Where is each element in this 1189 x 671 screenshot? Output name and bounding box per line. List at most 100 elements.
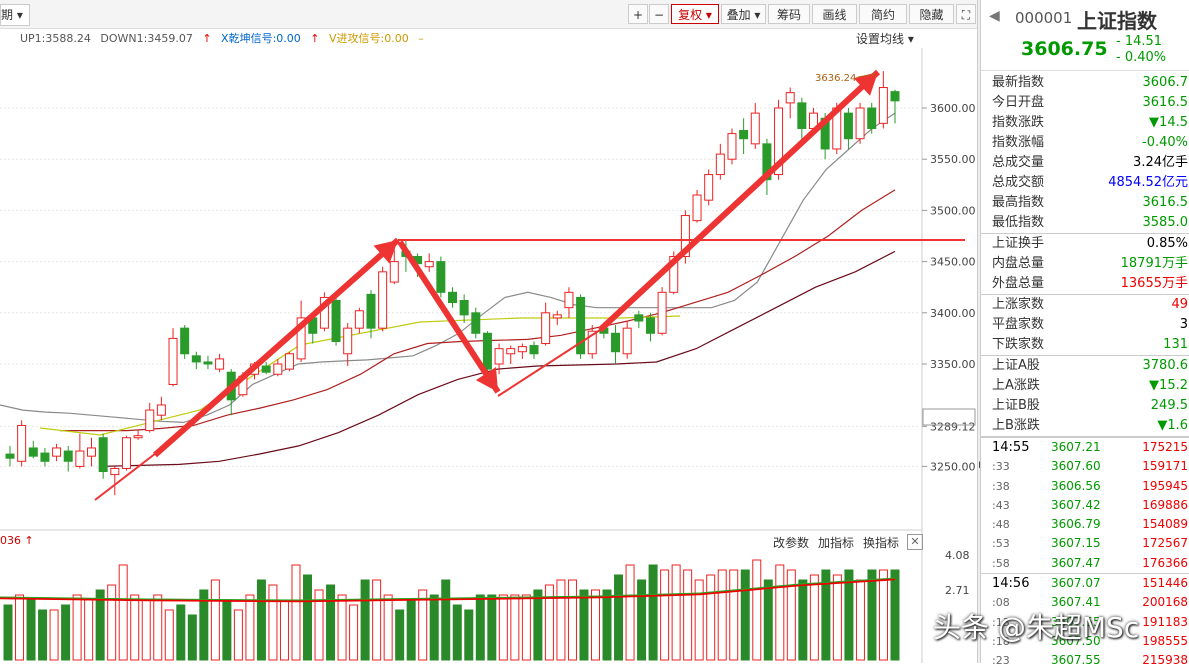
tick-time: :08 (992, 596, 1010, 610)
stat-value: 49 (1171, 297, 1188, 312)
volume-bar (533, 589, 543, 661)
stat-value: -0.40% (1142, 135, 1188, 150)
candle-body (156, 404, 166, 416)
candle-body (634, 314, 644, 322)
tick-price: 3607.47 (1051, 555, 1101, 570)
volume-bar (694, 579, 704, 661)
draw-line-button[interactable]: 画线 (812, 4, 857, 24)
dash-icon: – (418, 32, 424, 45)
candle-body (203, 361, 213, 365)
candle-body (273, 363, 283, 375)
volume-bar (521, 594, 531, 661)
axis-tick-label: 3500.00 (930, 204, 976, 217)
period-selector[interactable]: 期 ▾ (0, 4, 30, 26)
candle-body (855, 107, 865, 140)
zoom-out-button[interactable]: − (649, 4, 669, 24)
kline-chart[interactable]: 3600.00 3550.00 3500.00 3450.00 3400.00 3350.… (0, 48, 978, 663)
arrow-shaft (397, 240, 501, 394)
candle (867, 102, 877, 134)
candle-body (715, 153, 725, 176)
candle (424, 253, 434, 272)
candle-body (168, 337, 178, 385)
candle (284, 351, 294, 372)
volume-bar (579, 589, 589, 661)
ma-settings-button[interactable]: 设置均线 ▾ (856, 32, 914, 46)
volume-bar (544, 584, 554, 661)
stat-value: ▼14.5 (1149, 115, 1188, 130)
stat-label: 上B涨跌 (992, 418, 1040, 433)
expand-icon[interactable]: ⛶ (956, 4, 976, 24)
candle (552, 310, 562, 326)
overlay-button[interactable]: 叠加 ▾ (721, 4, 766, 24)
stat-value: 3606.7 (1142, 75, 1189, 90)
candle-body (331, 300, 341, 342)
add-indicator-button[interactable]: 加指标 (818, 536, 855, 550)
axis-tick-label: 3350.00 (930, 358, 976, 371)
tick-time: :33 (992, 460, 1010, 474)
candle-body (529, 345, 539, 355)
candle (715, 143, 725, 180)
candle-body (343, 327, 353, 355)
change-indicator-button[interactable]: 换指标 (863, 536, 900, 550)
candle-body (40, 452, 50, 462)
volume-bar (740, 569, 750, 661)
stat-label: 指数涨跌 (992, 115, 1045, 130)
edit-params-button[interactable]: 改参数 (773, 536, 810, 550)
candle-body (133, 435, 143, 439)
volume-bar (786, 569, 796, 661)
hide-button[interactable]: 隐藏 (909, 4, 954, 24)
volume-bar (602, 589, 612, 661)
candle (28, 440, 38, 459)
volume-bar (130, 594, 140, 661)
arrow-head (853, 72, 878, 96)
candle (133, 430, 143, 440)
chevron-left-icon[interactable]: ◀ (989, 8, 1000, 24)
candle-body (63, 450, 73, 462)
arrow-up-icon: ↑ (24, 534, 34, 547)
period-label: 期 (1, 8, 14, 22)
candle (343, 323, 353, 367)
simple-mode-button[interactable]: 简约 (859, 4, 907, 24)
tick-volume: 195945 (1142, 478, 1188, 493)
candle (40, 447, 50, 467)
candle-body (87, 447, 97, 457)
stats-block-2: 上证换手 0.85% 内盘总量 18791万手 外盘总量 13655万手 (981, 234, 1189, 294)
candle (517, 343, 527, 359)
axis-tick-label: 3289.12 (930, 420, 976, 433)
high-label: 3636.24 (815, 73, 856, 84)
overlay-label: 叠加 (726, 8, 751, 22)
stat-value: 3585.0 (1142, 215, 1189, 230)
tick-row: :23 3607.55 215938 (981, 651, 1189, 670)
moving-averages (0, 112, 896, 467)
zoom-in-button[interactable]: + (628, 4, 648, 24)
candle-body (378, 271, 388, 329)
candle-body (261, 365, 271, 373)
stat-row: 最低指数 3585.0 (981, 213, 1189, 233)
candle-body (878, 87, 888, 124)
quote-panel: ◀ 000001 上证指数 3606.75 - 14.51 - 0.40% 最新… (980, 0, 1189, 667)
candle-body (727, 133, 737, 160)
axis-tick-label: 3400.00 (930, 307, 976, 320)
tick-row: :33 3607.60 159171 (981, 457, 1189, 476)
chips-button[interactable]: 筹码 (768, 4, 810, 24)
volume-bar (245, 594, 255, 661)
restore-rights-button[interactable]: 复权 ▾ (671, 4, 719, 24)
tick-row: :58 3607.47 176366 (981, 554, 1189, 573)
volume-bar (567, 579, 577, 661)
candle-body (611, 332, 621, 353)
price-axis: 3600.00 3550.00 3500.00 3450.00 3400.00 3350.… (0, 48, 976, 663)
stat-label: 外盘总量 (992, 276, 1045, 291)
ma-settings-label: 设置均线 (856, 32, 905, 46)
candle-body (459, 300, 469, 316)
volume-bar (256, 579, 266, 661)
volume-bar (15, 594, 25, 661)
axis-tick-label: 3550.00 (930, 153, 976, 166)
index-code: 000001 (1015, 9, 1073, 27)
close-icon[interactable]: ✕ (907, 534, 923, 550)
volume-bar (84, 599, 94, 661)
stat-label: 上涨家数 (992, 297, 1045, 312)
volume-bar (303, 574, 313, 661)
stats-block-4: 上证A股 3780.6 上A涨跌 ▼15.2 上证B股 249.5 上B涨跌 ▼1.6 (981, 356, 1189, 436)
volume-bar (614, 574, 624, 661)
axis-tick-label: 3450.00 (930, 256, 976, 269)
